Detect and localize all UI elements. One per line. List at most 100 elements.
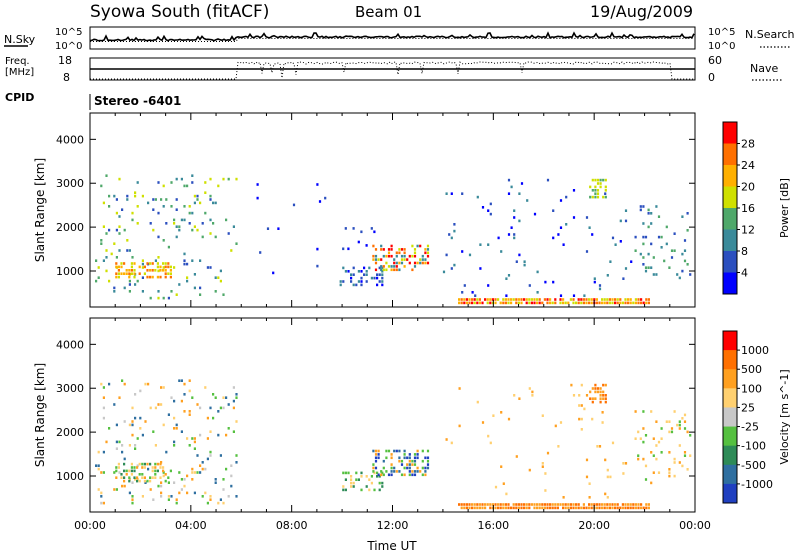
data-cell xyxy=(518,219,521,223)
data-cell xyxy=(378,266,381,270)
data-cell xyxy=(102,386,105,389)
data-cell xyxy=(162,266,165,269)
data-cell xyxy=(577,506,580,510)
data-cell xyxy=(406,466,409,470)
data-cell xyxy=(156,265,159,269)
data-cell xyxy=(629,506,632,510)
data-cell xyxy=(157,290,160,293)
data-cell xyxy=(113,242,116,245)
data-cell xyxy=(544,472,547,475)
data-cell xyxy=(167,413,170,416)
data-cell xyxy=(175,208,178,211)
data-cell xyxy=(146,262,149,265)
data-cell xyxy=(159,462,162,466)
data-cell xyxy=(139,389,142,393)
data-cell xyxy=(385,254,388,258)
data-cell xyxy=(219,498,222,501)
data-cell xyxy=(681,252,684,256)
data-cell xyxy=(376,475,379,478)
nave-trace xyxy=(90,61,694,80)
data-cell xyxy=(564,503,567,506)
data-cell xyxy=(180,218,183,222)
data-cell xyxy=(115,423,118,427)
data-cell xyxy=(596,189,600,192)
data-cell xyxy=(169,265,172,269)
data-cell xyxy=(580,428,583,431)
data-cell xyxy=(118,249,121,252)
data-cell xyxy=(117,269,120,272)
data-cell xyxy=(598,287,602,291)
data-cell xyxy=(131,256,134,259)
y-tick-label: 1000 xyxy=(56,470,84,483)
data-cell xyxy=(123,457,126,461)
data-cell xyxy=(606,506,609,510)
data-cell xyxy=(510,298,513,301)
freq-label: Freq. xyxy=(5,56,30,67)
data-cell xyxy=(212,201,215,205)
data-cell xyxy=(634,301,637,305)
data-cell xyxy=(100,471,103,474)
data-cell xyxy=(352,481,355,485)
colorbar-swatch xyxy=(723,483,737,504)
data-cell xyxy=(131,498,134,501)
data-cell xyxy=(344,227,347,230)
data-cell xyxy=(381,280,384,283)
data-cell xyxy=(497,298,500,301)
data-cell xyxy=(102,450,105,454)
data-cell xyxy=(123,382,126,386)
data-cell xyxy=(165,222,168,225)
colorbar-swatch xyxy=(723,464,737,485)
data-cell xyxy=(121,450,124,454)
data-cell xyxy=(629,298,632,301)
data-cell xyxy=(673,457,676,461)
data-cell xyxy=(170,290,173,293)
data-cell xyxy=(624,301,627,305)
data-cell xyxy=(133,469,136,473)
data-cell xyxy=(594,189,597,192)
data-cell xyxy=(398,251,401,255)
data-cell xyxy=(602,394,605,397)
x-tick-label: 04:00 xyxy=(175,519,207,532)
data-cell xyxy=(151,466,154,469)
data-cell xyxy=(604,192,607,195)
data-cell xyxy=(100,382,103,386)
data-cell xyxy=(128,469,131,473)
data-cell xyxy=(180,488,183,491)
data-cell xyxy=(686,430,689,434)
data-cell xyxy=(502,506,505,510)
data-cell xyxy=(209,232,212,235)
data-cell xyxy=(657,235,661,239)
data-cell xyxy=(591,417,594,421)
data-cell xyxy=(513,216,516,219)
data-cell xyxy=(136,181,139,184)
data-cell xyxy=(395,261,398,265)
data-cell xyxy=(141,262,144,266)
data-cell xyxy=(120,473,123,476)
data-cell xyxy=(484,506,487,510)
data-cell xyxy=(130,466,133,469)
data-cell xyxy=(169,269,172,272)
data-cell xyxy=(316,264,319,268)
data-cell xyxy=(589,397,592,400)
data-cell xyxy=(390,456,393,460)
data-cell xyxy=(424,473,427,477)
data-cell xyxy=(647,266,650,269)
data-cell xyxy=(416,261,419,265)
nsky-panel: N.Sky 10^5 10^0 10^5 10^0 N.Search xyxy=(4,26,795,52)
data-cell xyxy=(374,268,378,272)
data-cell xyxy=(650,451,653,454)
data-cell xyxy=(108,205,111,208)
data-cell xyxy=(209,495,212,498)
data-cell xyxy=(170,181,173,184)
freq-unit: [MHz] xyxy=(5,67,34,78)
data-cell xyxy=(465,301,468,305)
data-cell xyxy=(645,301,648,305)
data-cell xyxy=(370,481,373,485)
data-cell xyxy=(458,424,461,428)
data-cell xyxy=(400,459,404,463)
cpid-label: CPID xyxy=(5,91,34,104)
data-cell xyxy=(604,492,607,496)
data-cell xyxy=(413,459,417,463)
data-cell xyxy=(588,226,591,229)
data-cell xyxy=(390,463,393,466)
